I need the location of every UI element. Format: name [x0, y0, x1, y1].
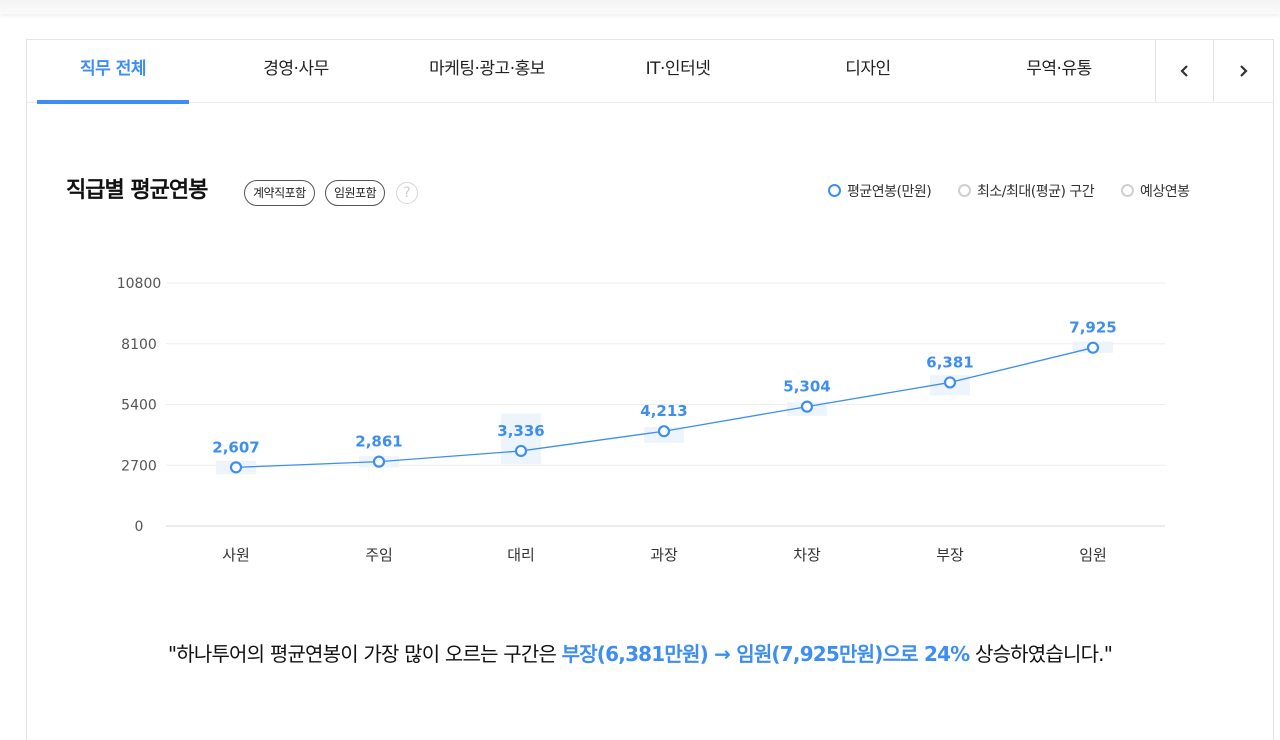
x-category-label: 주임: [365, 546, 393, 564]
legend-label-expected: 예상연봉: [1140, 184, 1190, 200]
legend-dot-expected: [1121, 184, 1134, 197]
data-label: 5,304: [783, 378, 830, 396]
legend-label-range: 최소/최대(평균) 구간: [977, 184, 1095, 200]
tabs-next-button[interactable]: [1213, 40, 1272, 102]
legend-item-expected[interactable]: 예상연봉: [1121, 181, 1190, 201]
data-point: [1086, 341, 1100, 354]
summary-post: 상승하였습니다.": [969, 642, 1113, 666]
x-category-label: 과장: [650, 546, 678, 564]
tab-marketing[interactable]: 마케팅·광고·홍보: [429, 59, 545, 79]
data-label: 2,607: [212, 438, 259, 456]
x-category-label: 대리: [507, 546, 535, 564]
summary-pre: "하나투어의 평균연봉이 가장 많이 오르는 구간은: [167, 642, 562, 666]
tab-all-jobs[interactable]: 직무 전체: [37, 40, 189, 104]
x-category-label: 부장: [936, 546, 964, 564]
data-label: 6,381: [926, 353, 973, 371]
legend-label-average: 평균연봉(만원): [847, 184, 932, 200]
data-point: [229, 461, 243, 474]
y-tick-label: 10800: [117, 276, 162, 292]
data-label: 4,213: [640, 402, 687, 420]
data-point: [657, 425, 671, 438]
chevron-left-icon: [1180, 65, 1188, 77]
tab-it-internet[interactable]: IT·인터넷: [645, 59, 711, 79]
summary-text: "하나투어의 평균연봉이 가장 많이 오르는 구간은 부장(6,381만원) →…: [0, 638, 1280, 667]
x-category-label: 임원: [1079, 546, 1107, 564]
tab-design[interactable]: 디자인: [845, 59, 891, 79]
legend-dot-average: [828, 184, 841, 197]
filter-executive-included[interactable]: 임원포함: [325, 180, 386, 206]
filter-contract-included[interactable]: 계약직포함: [244, 180, 315, 206]
chevron-right-icon: [1240, 65, 1248, 77]
data-point: [943, 376, 957, 389]
x-category-label: 사원: [222, 546, 250, 564]
y-tick-label: 0: [135, 519, 144, 535]
data-label: 7,925: [1069, 319, 1116, 337]
data-point: [800, 400, 814, 413]
data-point: [372, 455, 386, 468]
chart-title: 직급별 평균연봉: [66, 178, 208, 203]
legend-item-range[interactable]: 최소/최대(평균) 구간: [958, 181, 1095, 201]
job-category-tabs: 직무 전체 경영·사무 마케팅·광고·홍보 IT·인터넷 디자인 무역·유통: [27, 40, 1273, 104]
summary-highlight: 부장(6,381만원) → 임원(7,925만원)으로 24%: [561, 642, 971, 666]
top-bar: [0, 0, 1280, 14]
tab-trade[interactable]: 무역·유통: [1026, 59, 1092, 79]
data-point: [514, 444, 528, 458]
legend-item-average[interactable]: 평균연봉(만원): [828, 181, 932, 201]
tabs-prev-button[interactable]: [1155, 40, 1214, 102]
x-category-label: 차장: [793, 546, 821, 564]
salary-card: 직무 전체 경영·사무 마케팅·광고·홍보 IT·인터넷 디자인 무역·유통: [26, 39, 1274, 740]
data-label: 3,336: [497, 422, 544, 440]
data-label: 2,861: [355, 433, 402, 451]
help-icon[interactable]: ?: [396, 182, 418, 204]
legend-dot-range: [958, 184, 971, 197]
tab-management[interactable]: 경영·사무: [263, 59, 329, 79]
y-tick-label: 8100: [121, 337, 157, 353]
y-tick-label: 2700: [121, 458, 157, 474]
salary-line-chart: 0 2700 5400 8100 10800 2,607 사원 2,861 주임 3,336 대리 4…: [117, 276, 1165, 564]
y-tick-label: 5400: [121, 398, 157, 414]
